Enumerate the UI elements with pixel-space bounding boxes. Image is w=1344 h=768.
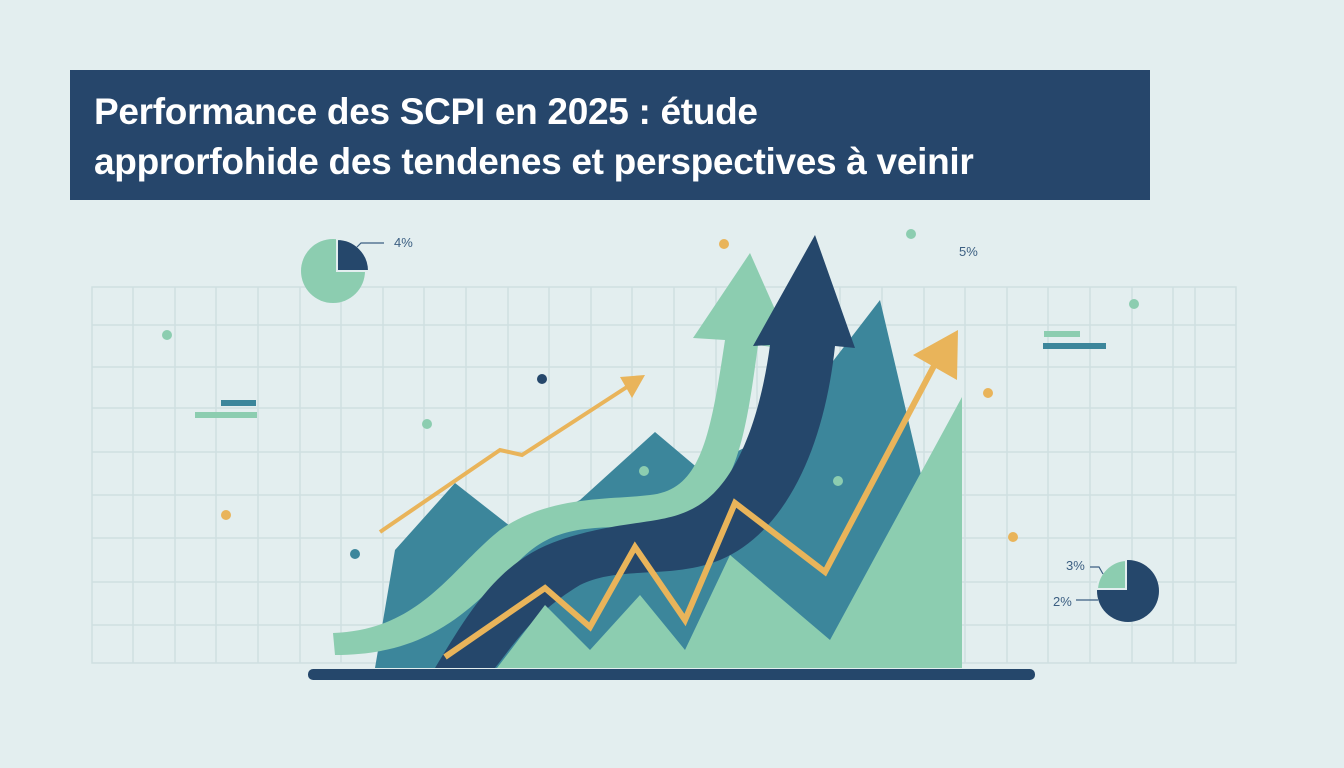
title-banner: Performance des SCPI en 2025 : étude app… — [70, 70, 1150, 200]
title-line-1: Performance des SCPI en 2025 : étude — [94, 91, 758, 132]
pie-label-3pct: 3% — [1066, 558, 1085, 573]
pie-label-2pct: 2% — [1053, 594, 1072, 609]
navy-arrow — [435, 235, 855, 668]
mint-area — [497, 397, 962, 668]
baseline-bar — [308, 669, 1035, 680]
pie-label-4pct: 4% — [394, 235, 413, 250]
pie-chart-top-left: 4% — [301, 235, 413, 303]
amber-line-zigzag — [443, 343, 948, 660]
mint-arrow — [333, 253, 793, 655]
pie-chart-bottom-right: 3% 2% — [1053, 558, 1159, 622]
amber-arrowhead-large — [913, 330, 958, 380]
amber-line-small — [378, 383, 632, 534]
title-line-2: approrfohide des tendenes et perspective… — [94, 141, 974, 182]
amber-arrowhead-small — [620, 375, 645, 398]
decorative-bars-left — [195, 400, 257, 418]
floating-label-5pct: 5% — [959, 244, 978, 259]
decorative-bars-right — [1043, 331, 1106, 349]
decorative-dots — [162, 229, 1139, 559]
